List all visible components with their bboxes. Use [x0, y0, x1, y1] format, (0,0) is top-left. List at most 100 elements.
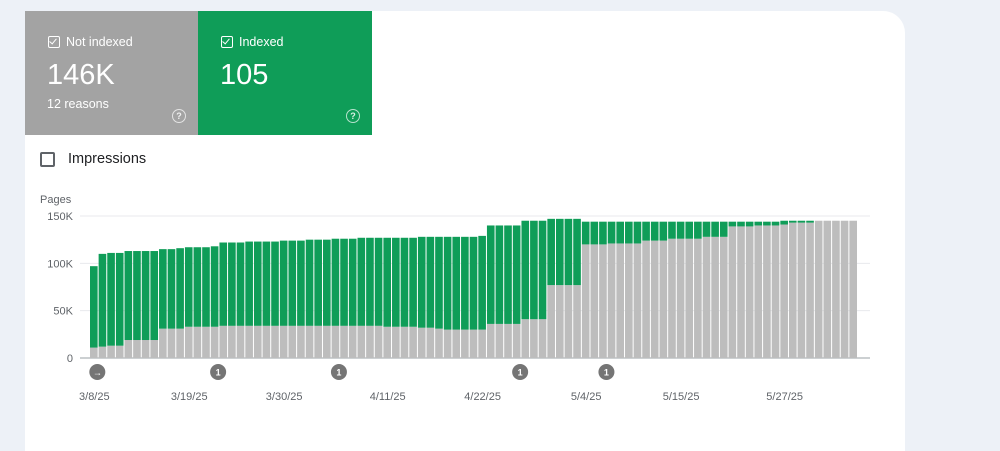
- bar-not-indexed: [555, 285, 564, 358]
- annotation-circle: [89, 364, 106, 380]
- bar-indexed: [676, 221, 685, 239]
- bar-indexed: [202, 247, 210, 327]
- bar-not-indexed: [512, 323, 521, 358]
- bar-not-indexed: [616, 243, 625, 358]
- bar-not-indexed: [642, 240, 650, 358]
- y-tick-label: 50K: [53, 306, 73, 318]
- bar-indexed: [141, 251, 150, 341]
- checkbox-unchecked-icon[interactable]: [40, 152, 55, 167]
- bar-not-indexed: [469, 329, 478, 358]
- bar-indexed: [564, 218, 573, 286]
- bar-not-indexed: [849, 220, 857, 358]
- x-tick-label: 5/4/25: [571, 391, 602, 403]
- bar-not-indexed: [392, 326, 400, 358]
- bar-indexed: [236, 242, 245, 326]
- bar-indexed: [512, 225, 521, 324]
- annotation-label: 1: [336, 368, 341, 378]
- bar-indexed: [98, 253, 107, 347]
- checkbox-checked-icon[interactable]: [48, 36, 60, 48]
- bar-not-indexed: [262, 325, 271, 358]
- bar-not-indexed: [426, 327, 435, 358]
- help-icon[interactable]: ?: [346, 109, 360, 123]
- bar-not-indexed: [253, 325, 262, 358]
- bar-indexed: [530, 220, 538, 320]
- bar-indexed: [374, 237, 383, 326]
- bar-not-indexed: [530, 319, 538, 358]
- bar-indexed: [305, 239, 314, 326]
- bar-not-indexed: [719, 236, 728, 358]
- bar-indexed: [245, 241, 253, 326]
- bar-indexed: [538, 220, 547, 320]
- bar-not-indexed: [176, 328, 184, 358]
- bar-not-indexed: [202, 326, 210, 358]
- bar-not-indexed: [694, 238, 702, 358]
- bar-indexed: [573, 218, 581, 286]
- bar-not-indexed: [668, 238, 676, 358]
- bar-indexed: [184, 247, 193, 327]
- bar-indexed: [297, 240, 305, 326]
- bar-not-indexed: [297, 325, 305, 358]
- bar-not-indexed: [305, 325, 314, 358]
- bar-indexed: [435, 236, 443, 329]
- bar-not-indexed: [788, 222, 797, 358]
- bar-indexed: [590, 221, 599, 245]
- impressions-label: Impressions: [68, 151, 147, 167]
- x-tick-label: 4/22/25: [464, 391, 501, 403]
- bar-not-indexed: [400, 326, 409, 358]
- bar-not-indexed: [599, 244, 607, 358]
- bar-not-indexed: [547, 285, 555, 358]
- bar-indexed: [719, 221, 728, 237]
- bar-indexed: [521, 220, 530, 320]
- annotation-marker[interactable]: 1: [598, 364, 615, 380]
- annotation-label: 1: [216, 368, 221, 378]
- bar-not-indexed: [124, 340, 133, 358]
- bar-indexed: [694, 221, 702, 239]
- not-indexed-label: Not indexed: [66, 35, 133, 49]
- bar-not-indexed: [737, 226, 745, 358]
- bar-not-indexed: [763, 225, 771, 358]
- bar-indexed: [504, 225, 512, 324]
- bar-indexed: [745, 221, 754, 227]
- bar-not-indexed: [159, 328, 167, 358]
- bar-indexed: [115, 252, 124, 346]
- bar-indexed: [771, 221, 780, 226]
- bar-not-indexed: [141, 340, 150, 358]
- bar-indexed: [210, 246, 219, 327]
- bar-indexed: [288, 240, 297, 326]
- bar-not-indexed: [754, 225, 763, 358]
- bar-not-indexed: [797, 222, 806, 358]
- bar-not-indexed: [167, 328, 176, 358]
- pages-chart: 0 50K 100K 150K Pages → 1 1 1 1 3/8/25 3/19/25 3/30/…: [40, 194, 870, 403]
- not-indexed-tile[interactable]: Not indexed 146K 12 reasons ?: [25, 11, 198, 135]
- bar-indexed: [616, 221, 625, 244]
- checkbox-checked-icon[interactable]: [221, 36, 233, 48]
- bar-not-indexed: [357, 325, 366, 358]
- help-icon[interactable]: ?: [172, 109, 186, 123]
- bar-indexed: [366, 237, 374, 326]
- x-tick-label: 3/30/25: [266, 391, 303, 403]
- x-tick-label: 3/19/25: [171, 391, 208, 403]
- bar-indexed: [486, 225, 495, 324]
- bar-indexed: [193, 247, 202, 327]
- bar-indexed: [228, 242, 236, 326]
- bar-not-indexed: [331, 325, 340, 358]
- bar-not-indexed: [806, 222, 814, 358]
- indexed-tile[interactable]: Indexed 105 ?: [198, 11, 372, 135]
- bar-not-indexed: [495, 323, 504, 358]
- not-indexed-count: 146K: [47, 59, 115, 91]
- annotation-marker[interactable]: 1: [210, 364, 227, 380]
- bar-indexed: [426, 236, 435, 328]
- annotation-marker[interactable]: 1: [330, 364, 347, 380]
- annotation-marker[interactable]: →: [89, 364, 106, 380]
- bar-not-indexed: [771, 225, 780, 358]
- bar-indexed: [806, 220, 814, 223]
- annotation-circle: [210, 364, 227, 380]
- bar-not-indexed: [745, 226, 754, 358]
- bar-indexed: [133, 251, 141, 341]
- annotation-marker[interactable]: 1: [512, 364, 529, 380]
- bar-indexed: [348, 238, 357, 326]
- bar-indexed: [642, 221, 650, 241]
- bar-indexed: [461, 236, 469, 330]
- bar-indexed: [167, 249, 176, 329]
- bar-indexed: [322, 239, 331, 326]
